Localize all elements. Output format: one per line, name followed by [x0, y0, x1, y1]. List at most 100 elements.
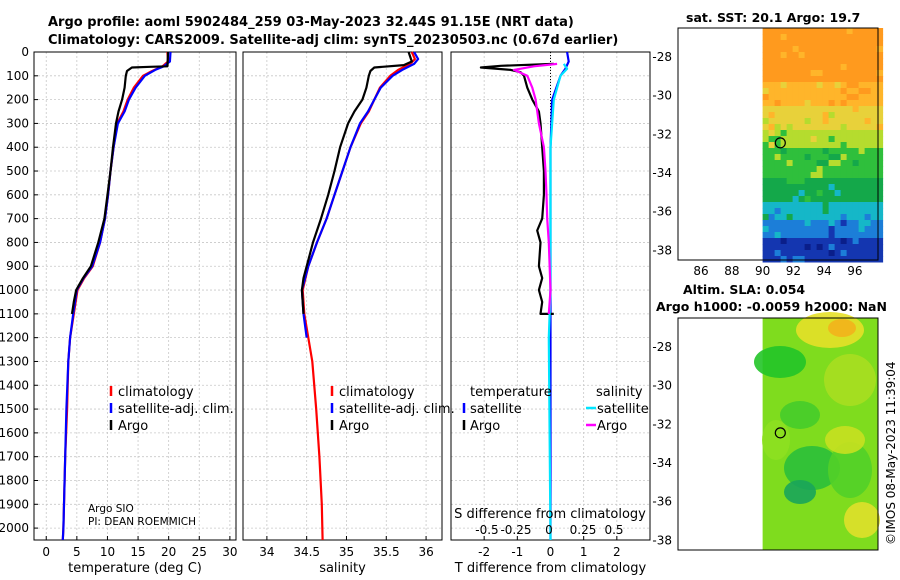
sst-cell — [852, 184, 860, 191]
sst-cell — [780, 172, 788, 179]
sst-cell — [876, 208, 884, 215]
sst-cell — [810, 94, 818, 101]
sst-cell — [876, 166, 884, 173]
sst-cell — [846, 142, 854, 149]
sst-cell — [864, 76, 872, 83]
sst-cell — [876, 190, 884, 197]
sst-cell — [810, 106, 818, 113]
sst-cell — [774, 28, 782, 35]
sst-cell — [786, 130, 794, 137]
sst-cell — [822, 28, 830, 35]
sst-cell — [810, 202, 818, 209]
sst-cell — [804, 58, 812, 65]
sst-cell — [876, 178, 884, 185]
sst-cell — [852, 112, 860, 119]
sst-cell — [816, 52, 824, 59]
sst-cell — [822, 70, 830, 77]
sst-cell — [816, 100, 824, 107]
sst-cell — [798, 178, 806, 185]
y-tick-label: 2000 — [0, 521, 29, 535]
sst-cell — [798, 184, 806, 191]
sst-cell — [768, 154, 776, 161]
sst-cell — [786, 88, 794, 95]
sst-cell — [852, 28, 860, 35]
sst-cell — [870, 76, 878, 83]
x-tick-label: 35.5 — [373, 545, 400, 559]
sst-cell — [816, 250, 824, 257]
sst-cell — [846, 208, 854, 215]
sst-cell — [810, 190, 818, 197]
sst-cell — [870, 64, 878, 71]
sst-cell — [810, 136, 818, 143]
sst-cell — [864, 220, 872, 227]
y-tick-label: 300 — [6, 116, 29, 130]
sst-cell — [840, 160, 848, 167]
sst-cell — [864, 238, 872, 245]
sst-cell — [876, 64, 884, 71]
x-tick-label: 34.5 — [293, 545, 320, 559]
sst-cell — [792, 148, 800, 155]
sst-cell — [870, 226, 878, 233]
sst-cell — [780, 220, 788, 227]
sst-cell — [810, 40, 818, 47]
sst-cell — [876, 118, 884, 125]
sla-lat-label: -32 — [652, 417, 672, 431]
sst-cell — [810, 220, 818, 227]
sst-cell — [786, 232, 794, 239]
sst-cell — [822, 64, 830, 71]
sst-cell — [786, 142, 794, 149]
sst-cell — [804, 202, 812, 209]
sla-blob — [828, 442, 872, 498]
sst-cell — [858, 148, 866, 155]
sst-cell — [780, 154, 788, 161]
sst-cell — [804, 148, 812, 155]
sst-cell — [828, 88, 836, 95]
sst-map-frame — [677, 27, 879, 261]
sst-cell — [828, 232, 836, 239]
sst-cell — [870, 100, 878, 107]
sst-cell — [852, 172, 860, 179]
sst-cell — [876, 172, 884, 179]
sst-cell — [792, 226, 800, 233]
sst-cell — [786, 118, 794, 125]
sst-cell — [798, 88, 806, 95]
x-tick-label: 5 — [73, 545, 81, 559]
sst-cell — [828, 172, 836, 179]
sst-cell — [768, 82, 776, 89]
sst-cell — [780, 94, 788, 101]
sst-cell — [798, 124, 806, 131]
sst-cell — [816, 82, 824, 89]
sst-cell — [810, 34, 818, 41]
sst-cell — [804, 118, 812, 125]
sst-cell — [858, 160, 866, 167]
sst-cell — [876, 100, 884, 107]
sst-cell — [864, 196, 872, 203]
sst-cell — [852, 118, 860, 125]
sst-cell — [864, 160, 872, 167]
sst-cell — [834, 148, 842, 155]
y-tick-label: 1800 — [0, 473, 29, 487]
sst-cell — [792, 208, 800, 215]
sst-cell — [864, 208, 872, 215]
sst-cell — [786, 196, 794, 203]
sst-cell — [846, 88, 854, 95]
sst-cell — [780, 256, 788, 263]
sst-cell — [846, 244, 854, 251]
sst-cell — [816, 214, 824, 221]
y-tick-label: 1200 — [0, 331, 29, 345]
sst-cell — [858, 238, 866, 245]
sst-cell — [858, 154, 866, 161]
sst-cell — [876, 196, 884, 203]
sst-cell — [792, 202, 800, 209]
sst-cell — [828, 112, 836, 119]
sst-cell — [792, 220, 800, 227]
sst-cell — [864, 202, 872, 209]
sst-cell — [846, 76, 854, 83]
sst-cell — [780, 142, 788, 149]
sst-cell — [786, 64, 794, 71]
sst-cell — [852, 214, 860, 221]
sst-cell — [804, 52, 812, 59]
sst-cell — [846, 112, 854, 119]
sst-cell — [804, 184, 812, 191]
y-tick-label: 1000 — [0, 283, 29, 297]
